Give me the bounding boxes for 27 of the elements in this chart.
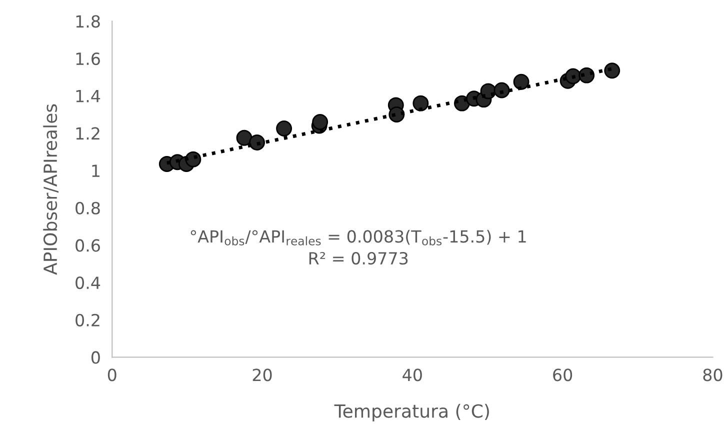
point (513, 74, 530, 90)
x-tick-label: 80 (703, 368, 722, 382)
y-tick-label: 1.2 (76, 127, 100, 140)
point (494, 82, 510, 98)
y-tick-label: 0.8 (76, 202, 100, 214)
annotation: °API$_{obs}$/°API$_{reales}$ = 0.0083(T$_{obs}$-15.5) + 1 (190, 230, 526, 246)
x-tick-label: 60 (553, 368, 572, 382)
y-tick-label: 1.6 (76, 52, 100, 66)
y-tick-label: 0.6 (76, 239, 100, 252)
y-tick-label: 1.4 (76, 90, 100, 102)
x-tick-label: 20 (252, 368, 272, 382)
y-tick-label: 0.4 (76, 276, 100, 290)
annotation: R² = 0.9773 (309, 252, 408, 265)
point (412, 95, 429, 112)
x-tick-label: 40 (402, 368, 422, 382)
point (236, 130, 252, 146)
point (249, 134, 265, 150)
y-tick-label: 1 (92, 164, 100, 177)
x-axis-title: Temperatura (°C) (334, 404, 489, 422)
point (276, 120, 292, 136)
y-tick-label: 0.2 (76, 314, 100, 326)
x-tick-label: 0 (108, 368, 116, 382)
y-tick-label: 1.8 (76, 15, 100, 28)
y-tick-label: 0 (91, 351, 100, 364)
point (604, 62, 620, 79)
point (312, 114, 328, 130)
y-axis-title: APIObser/APIreales (43, 104, 59, 275)
